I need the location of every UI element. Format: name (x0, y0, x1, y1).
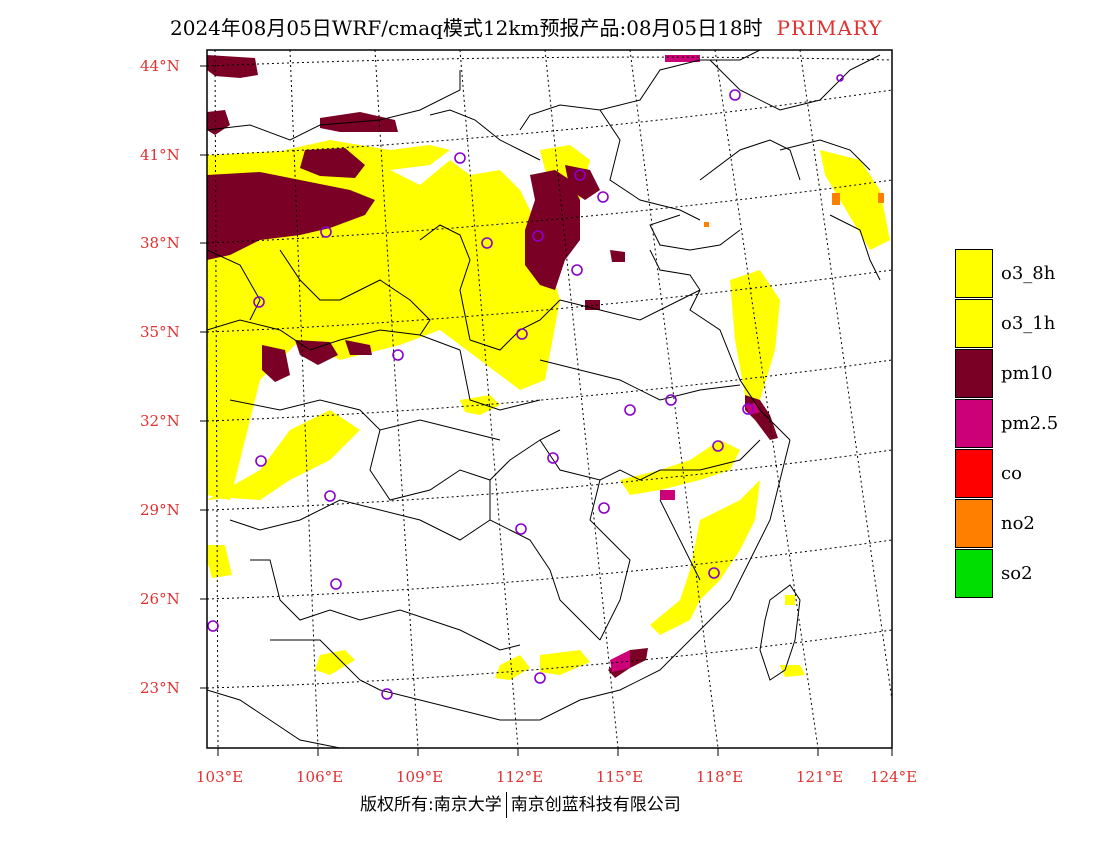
lon-label-103: 103°E (196, 768, 244, 786)
legend-swatch (955, 448, 993, 498)
legend-item-pm25: pm2.5 (955, 398, 1058, 448)
map-contents (207, 50, 892, 748)
map-title-text: 2024年08月05日WRF/cmaq模式12km预报产品:08月05日18时 (170, 16, 763, 40)
copyright-footer: 版权所有:南京大学 南京创蓝科技有限公司 (360, 790, 681, 818)
ozone-regions (207, 140, 890, 680)
map-title: 2024年08月05日WRF/cmaq模式12km预报产品:08月05日18时 P… (170, 12, 883, 41)
legend-label: o3_8h (1001, 262, 1056, 284)
legend-item-no2: no2 (955, 498, 1058, 548)
lat-label-44: 44°N (140, 57, 180, 75)
legend-swatch (955, 248, 993, 298)
legend-label: no2 (1001, 512, 1035, 534)
graticule (207, 50, 892, 748)
lon-label-112: 112°E (496, 768, 544, 786)
legend-label: pm10 (1001, 362, 1053, 384)
lat-label-38: 38°N (140, 234, 180, 252)
pm25-regions (610, 55, 760, 672)
primary-tag: PRIMARY (776, 16, 883, 40)
legend-item-o3-8h: o3_8h (955, 248, 1058, 298)
legend-label: co (1001, 462, 1022, 484)
lat-label-23: 23°N (140, 679, 180, 697)
province-boundaries (207, 50, 881, 748)
legend-item-o3-1h: o3_1h (955, 298, 1058, 348)
lon-label-115: 115°E (596, 768, 644, 786)
no2-regions (704, 193, 884, 227)
station-markers (207, 74, 844, 700)
lat-label-35: 35°N (140, 323, 180, 341)
copyright-left: 版权所有:南京大学 (360, 795, 502, 815)
lon-label-109: 109°E (396, 768, 444, 786)
footer-separator (505, 792, 507, 818)
legend-item-pm10: pm10 (955, 348, 1058, 398)
legend-swatch (955, 298, 993, 348)
legend-swatch (955, 548, 993, 598)
legend-label: so2 (1001, 562, 1033, 584)
lat-label-29: 29°N (140, 501, 180, 519)
legend-label: o3_1h (1001, 312, 1056, 334)
legend-label: pm2.5 (1001, 412, 1059, 434)
lat-label-26: 26°N (140, 590, 180, 608)
legend: o3_8h o3_1h pm10 pm2.5 co no2 so2 (955, 248, 1058, 598)
legend-swatch (955, 498, 993, 548)
map-frame (206, 49, 893, 749)
axis-ticks (200, 65, 893, 756)
legend-swatch (955, 348, 993, 398)
lon-label-118: 118°E (696, 768, 744, 786)
legend-item-so2: so2 (955, 548, 1058, 598)
copyright-right: 南京创蓝科技有限公司 (510, 795, 681, 815)
lat-label-41: 41°N (140, 146, 180, 164)
lat-label-32: 32°N (140, 412, 180, 430)
lon-label-121: 121°E (796, 768, 844, 786)
lon-label-106: 106°E (296, 768, 344, 786)
lon-label-124: 124°E (870, 768, 918, 786)
legend-item-co: co (955, 448, 1058, 498)
legend-swatch (955, 398, 993, 448)
